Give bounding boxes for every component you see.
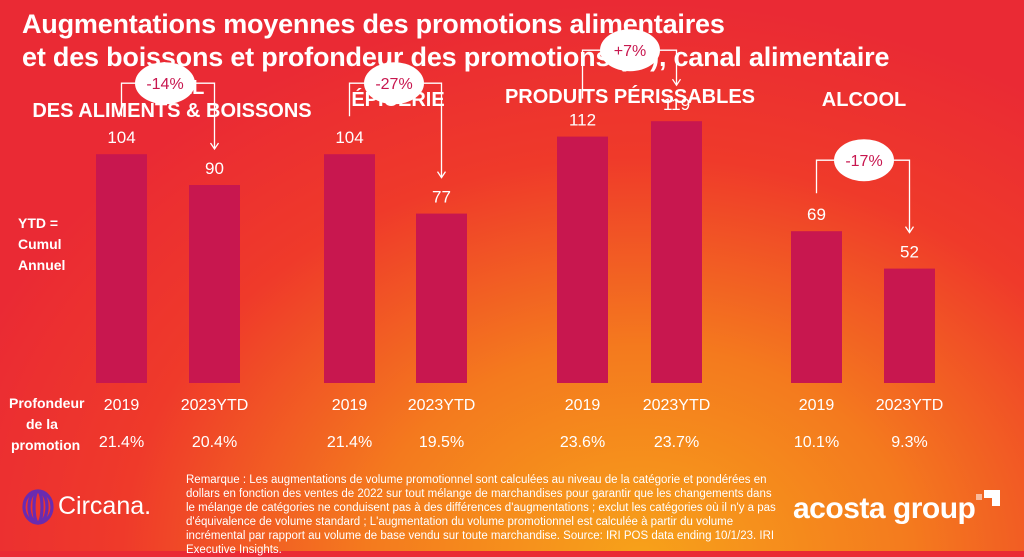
- promotion-depth-value-2-0: 23.6%: [560, 434, 605, 451]
- promotion-depth-value-2-1: 23.7%: [654, 434, 699, 451]
- footnote: Remarque : Les augmentations de volume p…: [186, 474, 776, 556]
- bar-value-label-0-1: 90: [205, 159, 224, 178]
- ytd-definition-line-2: Cumul: [18, 236, 62, 252]
- change-bubble-2: [600, 29, 660, 72]
- category-label-2-0: 2019: [565, 397, 601, 414]
- bar-value-label-1-0: 104: [335, 128, 363, 147]
- acosta-group-logo: acosta group: [793, 492, 976, 525]
- promotion-depth-value-0-0: 21.4%: [99, 434, 144, 451]
- change-percent-2: +7%: [614, 43, 646, 60]
- bar-3-1: [884, 268, 935, 383]
- bar-1-0: [324, 154, 375, 383]
- change-bubble-0: [135, 62, 195, 105]
- category-label-1-0: 2019: [332, 397, 368, 414]
- category-label-0-0: 2019: [104, 397, 140, 414]
- chart-title-line-1: Augmentations moyennes des promotions al…: [22, 9, 725, 39]
- bar-value-label-3-0: 69: [807, 205, 826, 224]
- bar-value-label-2-0: 112: [569, 111, 596, 130]
- bar-2-0: [557, 136, 608, 383]
- ytd-definition-line-1: YTD =: [18, 215, 59, 231]
- change-arrowhead-1: [436, 171, 447, 179]
- group-header-3-line-0: ALCOOL: [821, 89, 907, 111]
- category-label-2-1: 2023YTD: [643, 397, 711, 414]
- promotion-depth-value-0-1: 20.4%: [192, 434, 237, 451]
- ytd-definition: YTD = Cumul Annuel: [18, 213, 65, 276]
- promotion-depth-value-3-0: 10.1%: [794, 434, 839, 451]
- bar-2-1: [651, 121, 702, 383]
- group-header-2-line-0: PRODUITS PÉRISSABLES: [504, 86, 756, 108]
- circana-logo-text: Circana.: [58, 492, 152, 520]
- promotion-depth-value-1-1: 19.5%: [419, 434, 464, 451]
- bar-value-label-0-0: 104: [107, 128, 135, 147]
- bar-0-1: [189, 185, 240, 383]
- chart-title: Augmentations moyennes des promotions al…: [22, 8, 922, 74]
- change-arrowhead-3: [904, 226, 915, 234]
- change-percent-0: -14%: [146, 76, 183, 93]
- ytd-definition-line-3: Annuel: [18, 257, 66, 273]
- category-label-0-1: 2023YTD: [181, 397, 249, 414]
- promotion-depth-value-1-0: 21.4%: [327, 434, 372, 451]
- change-arrowhead-0: [209, 142, 220, 151]
- change-bubble-3: [834, 139, 894, 182]
- circana-logo-mark: [22, 489, 54, 525]
- category-label-3-1: 2023YTD: [876, 397, 944, 414]
- promotion-depth-label-line-2: de la: [26, 416, 58, 432]
- change-arrowhead-2: [671, 78, 682, 87]
- change-percent-1: -27%: [375, 76, 412, 93]
- bar-0-0: [96, 154, 147, 383]
- change-percent-3: -17%: [845, 153, 882, 170]
- group-header-0-line-1: DES ALIMENTS & BOISSONS: [32, 100, 312, 122]
- promotion-depth-label: Profondeur de la promotion: [9, 393, 84, 456]
- category-label-3-0: 2019: [799, 397, 835, 414]
- category-label-1-1: 2023YTD: [408, 397, 476, 414]
- bar-value-label-3-1: 52: [900, 243, 919, 262]
- bar-value-label-2-1: 119: [663, 95, 690, 114]
- promotion-depth-label-line-1: Profondeur: [9, 395, 85, 411]
- promotion-depth-label-line-3: promotion: [11, 437, 81, 453]
- bar-1-1: [416, 213, 467, 383]
- bar-value-label-1-1: 77: [432, 188, 451, 207]
- change-bubble-1: [364, 62, 424, 105]
- bar-3-0: [791, 231, 842, 383]
- promotion-depth-value-3-1: 9.3%: [891, 434, 927, 451]
- acosta-logo-mark: [976, 490, 1000, 506]
